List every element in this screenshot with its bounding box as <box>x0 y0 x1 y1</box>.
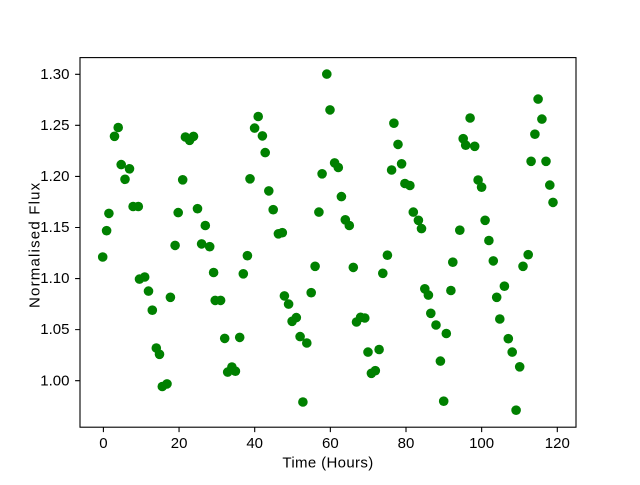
svg-text:1.00: 1.00 <box>40 372 69 389</box>
svg-text:120: 120 <box>545 435 570 452</box>
svg-text:1.05: 1.05 <box>40 321 69 338</box>
svg-text:1.30: 1.30 <box>40 66 69 83</box>
svg-text:1.20: 1.20 <box>40 168 69 185</box>
svg-text:1.15: 1.15 <box>40 219 69 236</box>
svg-text:0: 0 <box>99 435 107 452</box>
svg-text:1.10: 1.10 <box>40 270 69 287</box>
svg-text:40: 40 <box>246 435 263 452</box>
svg-text:Time (Hours): Time (Hours) <box>282 455 373 472</box>
svg-text:60: 60 <box>322 435 339 452</box>
svg-text:1.25: 1.25 <box>40 117 69 134</box>
svg-text:80: 80 <box>398 435 415 452</box>
svg-text:20: 20 <box>171 435 188 452</box>
svg-text:100: 100 <box>469 435 494 452</box>
svg-text:Normalised Flux: Normalised Flux <box>27 182 44 308</box>
